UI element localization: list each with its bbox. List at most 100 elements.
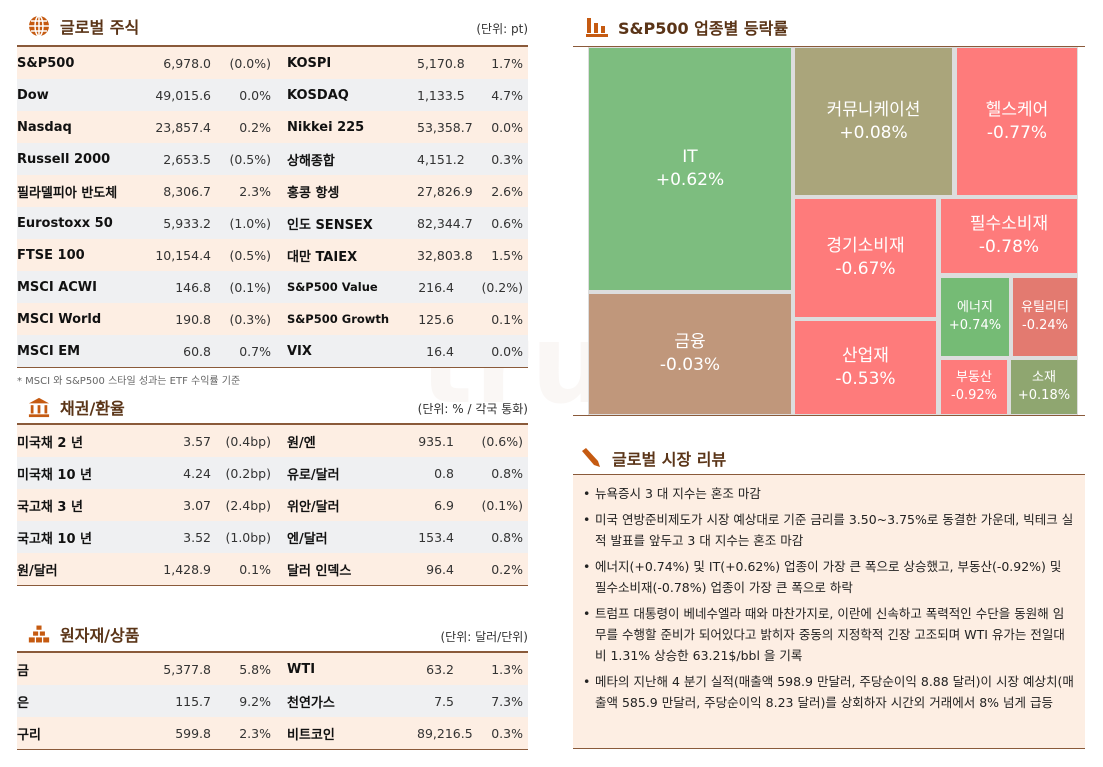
sector-change: +0.74% [948,318,1002,333]
cell-value: 6.9 [434,497,454,513]
cell-name: 금 [17,663,29,679]
bonds-header: 채권/환율 [28,395,125,419]
cell-change: 5.8% [239,661,271,677]
sector-tile: 유틸리티 -0.24% [1012,277,1078,357]
review-item: 메타의 지난해 4 분기 실적(매출액 598.9 만달러, 주당순이익 8.8… [583,671,1075,713]
cell-value: 82,344.7 [417,215,473,231]
cell-change: 1.3% [491,661,523,677]
cell-value: 5,933.2 [163,215,211,231]
cell-value: 53,358.7 [417,119,473,135]
cell-value: 23,857.4 [155,119,211,135]
cell-name: 미국채 10 년 [17,467,92,483]
sector-tile: 커뮤니케이션 +0.08% [794,47,953,196]
globe-icon [28,15,50,37]
cell-name: 국고채 3 년 [17,499,83,515]
cell-value: 4.24 [183,465,211,481]
sector-name: 금융 [674,332,706,353]
table-row: 미국채 2 년 3.57 (0.4bp) 원/엔 935.1 (0.6%) [17,425,528,457]
cell-value: 3.52 [183,529,211,545]
sector-tile: 경기소비재 -0.67% [794,198,937,318]
cell-name: 필라델피아 반도체 [17,185,118,201]
cell-change: (0.1%) [229,279,271,295]
cell-value: 7.5 [434,693,454,709]
divider [573,474,1085,475]
sector-tile: 금융 -0.03% [588,293,792,415]
cell-change: (0.4bp) [225,433,271,449]
cell-change: (0.1%) [481,497,523,513]
sectors-title: S&P500 업종별 등락률 [618,19,789,38]
table-row: Russell 2000 2,653.5 (0.5%) 상해종합 4,151.2 0.3% [17,143,528,175]
sector-change: -0.78% [978,237,1040,257]
bar-chart-icon [586,16,608,38]
sector-name: IT [682,147,698,168]
cell-change: 0.3% [491,725,523,741]
cell-value: 190.8 [175,311,211,327]
cell-value: 146.8 [175,279,211,295]
sector-change: -0.92% [951,388,997,403]
cell-value: 3.57 [183,433,211,449]
cell-change: 0.2% [491,561,523,577]
cell-change: 0.8% [491,529,523,545]
cell-value: 16.4 [426,343,454,359]
table-row: 국고채 3 년 3.07 (2.4bp) 위안/달러 6.9 (0.1%) [17,489,528,521]
divider [17,423,528,425]
cell-name: 유로/달러 [287,467,340,483]
review-item: 뉴욕증시 3 대 지수는 혼조 마감 [583,483,1075,504]
cell-value: 3.07 [183,497,211,513]
cell-change: 0.0% [491,343,523,359]
cell-name: Eurostoxx 50 [17,215,113,231]
cell-value: 1,133.5 [417,87,465,103]
cell-change: 2.3% [239,725,271,741]
cell-name: Dow [17,87,49,103]
cell-name: Nikkei 225 [287,119,365,135]
cell-change: (0.5%) [229,247,271,263]
cell-value: 2,653.5 [163,151,211,167]
sector-change: +0.08% [839,122,908,143]
cell-name: 달러 인덱스 [287,563,352,579]
review-item: 미국 연방준비제도가 시장 예상대로 기준 금리를 3.50~3.75%로 동결… [583,509,1075,551]
cell-change: 0.0% [239,87,271,103]
table-row: 구리 599.8 2.3% 비트코인 89,216.5 0.3% [17,717,528,749]
cell-change: 2.3% [239,183,271,199]
cell-value: 60.8 [183,343,211,359]
table-row: 국고채 10 년 3.52 (1.0bp) 엔/달러 153.4 0.8% [17,521,528,553]
sector-name: 산업재 [842,345,889,366]
sector-change: -0.53% [835,368,896,389]
review-item: 트럼프 대통령이 베네수엘라 때와 마찬가지로, 이란에 신속하고 폭력적인 수… [583,603,1075,666]
cell-change: (0.2bp) [225,465,271,481]
cell-change: 1.7% [491,55,523,71]
cell-name: 국고채 10 년 [17,531,92,547]
cell-change: (0.3%) [229,311,271,327]
cell-name: KOSDAQ [287,87,349,103]
table-row: Nasdaq 23,857.4 0.2% Nikkei 225 53,358.7 0.0% [17,111,528,143]
cell-value: 0.8 [434,465,454,481]
cell-value: 49,015.6 [155,87,211,103]
table-row: 은 115.7 9.2% 천연가스 7.5 7.3% [17,685,528,717]
cell-change: 2.6% [491,183,523,199]
table-row: Dow 49,015.6 0.0% KOSDAQ 1,133.5 4.7% [17,79,528,111]
cell-value: 599.8 [175,725,211,741]
cell-name: MSCI EM [17,343,81,359]
cell-name: MSCI World [17,311,102,327]
cell-name: 위안/달러 [287,499,340,515]
cell-name: S&P500 Growth [287,312,390,326]
cell-name: 비트코인 [287,727,335,743]
sector-change: -0.77% [986,122,1048,143]
sector-tile: 필수소비재 -0.78% [940,198,1078,274]
sector-treemap: IT +0.62% 금융 -0.03% 커뮤니케이션 +0.08% 헬스케어 -0.77% 경기… [588,47,1078,415]
sector-tile: 부동산 -0.92% [940,359,1008,415]
cell-name: 미국채 2 년 [17,435,83,451]
cell-change: 0.7% [239,343,271,359]
cell-change: 9.2% [239,693,271,709]
stocks-header: 글로벌 주식 [28,14,139,38]
cell-value: 4,151.2 [417,151,465,167]
cell-change: (0.5%) [229,151,271,167]
pen-icon [580,447,602,469]
cell-name: FTSE 100 [17,247,85,263]
sector-tile: 에너지 +0.74% [940,277,1010,357]
sector-name: 필수소비재 [969,214,1049,235]
cell-value: 5,377.8 [163,661,211,677]
divider [17,367,528,368]
cell-value: 115.7 [175,693,211,709]
sector-name: 유틸리티 [1021,300,1069,316]
